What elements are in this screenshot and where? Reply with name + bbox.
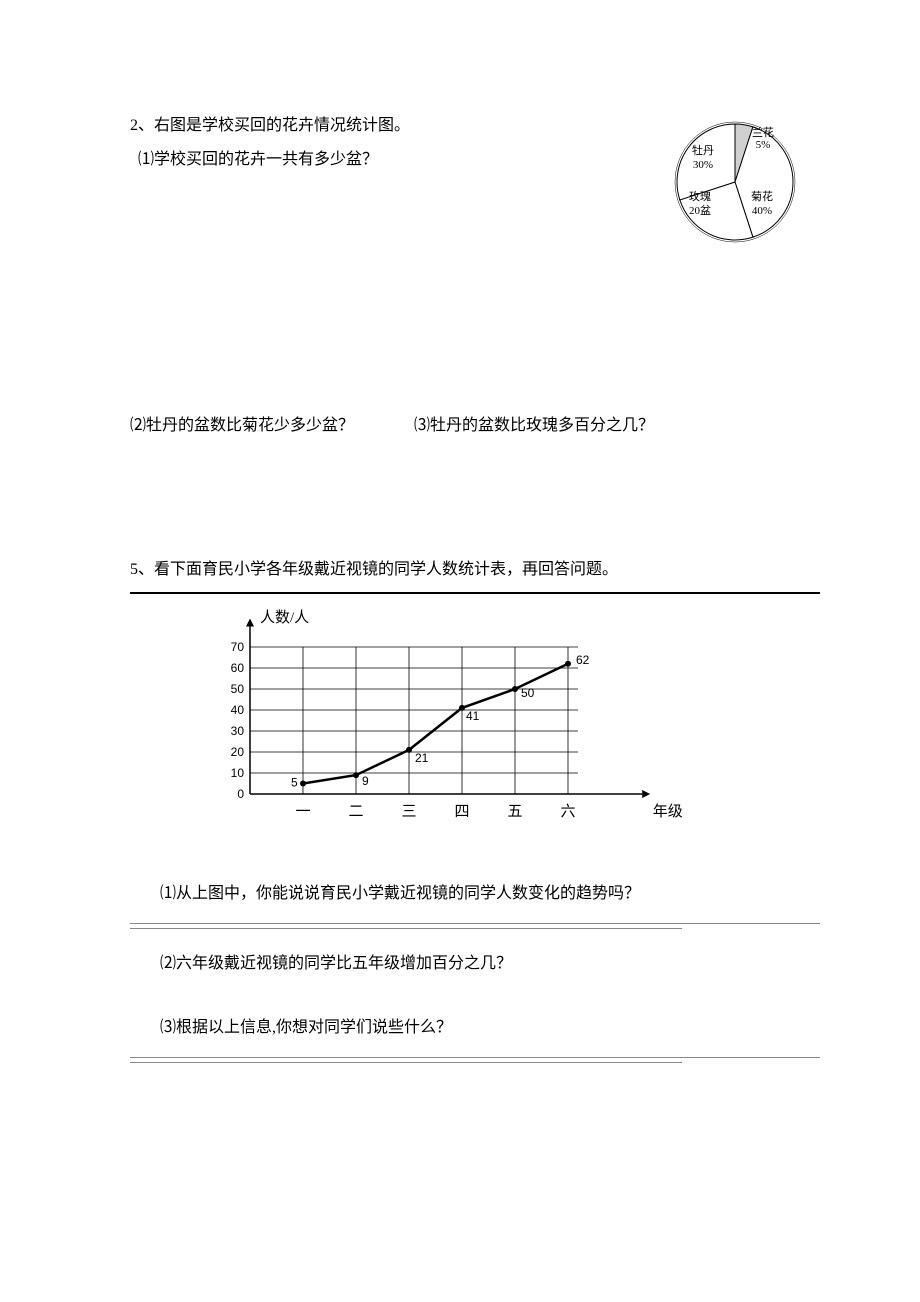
svg-text:五: 五	[507, 804, 522, 820]
svg-text:四: 四	[454, 804, 469, 820]
svg-text:70: 70	[231, 640, 245, 654]
svg-text:兰花: 兰花	[752, 126, 774, 139]
q5-sub3: ⑶根据以上信息,你想对同学们说些什么？	[160, 1013, 820, 1037]
q2-sub3: ⑶牡丹的盆数比玫瑰多百分之几？	[414, 410, 654, 442]
svg-text:30: 30	[231, 724, 245, 738]
q2-sub1: ⑴学校买回的花卉一共有多少盆？	[130, 144, 630, 176]
svg-text:0: 0	[237, 787, 244, 801]
svg-text:10: 10	[231, 766, 245, 780]
svg-text:60: 60	[231, 661, 245, 675]
svg-text:三: 三	[401, 804, 416, 820]
svg-text:牡丹: 牡丹	[692, 143, 714, 157]
pie-chart: 牡丹 30% 兰花5% 菊花 40% 玫瑰20盆	[650, 110, 820, 260]
svg-text:50: 50	[231, 682, 245, 696]
line-chart: 人数/人 0 10 20 30 40 50 60 70 一 二 三 四 五 六 年级 5 9 21 41 50 62	[190, 604, 820, 859]
question-5: 5、看下面育民小学各年级戴近视镜的同学人数统计表，再回答问题。 人数/人 0 10 2…	[130, 554, 820, 1063]
q5-sub2: ⑵六年级戴近视镜的同学比五年级增加百分之几？	[160, 949, 820, 973]
svg-text:50: 50	[521, 686, 535, 700]
svg-text:30%: 30%	[693, 159, 713, 171]
svg-text:41: 41	[466, 709, 480, 723]
svg-text:40%: 40%	[752, 205, 772, 217]
answer-line-1a	[130, 923, 820, 924]
svg-text:20盆: 20盆	[689, 203, 711, 217]
svg-text:玫瑰: 玫瑰	[689, 189, 711, 203]
q5-intro: 5、看下面育民小学各年级戴近视镜的同学人数统计表，再回答问题。	[130, 554, 820, 586]
svg-text:20: 20	[231, 745, 245, 759]
svg-text:一: 一	[295, 804, 310, 820]
svg-text:菊花: 菊花	[751, 190, 773, 203]
answer-line-3a	[130, 1057, 820, 1058]
svg-text:5: 5	[291, 776, 298, 790]
question-2: 2、右图是学校买回的花卉情况统计图。 ⑴学校买回的花卉一共有多少盆？ 牡丹 30%…	[130, 110, 820, 444]
svg-text:40: 40	[231, 703, 245, 717]
svg-text:21: 21	[415, 751, 429, 765]
q2-sub2: ⑵牡丹的盆数比菊花少多少盆？	[130, 410, 354, 442]
svg-text:人数/人: 人数/人	[260, 609, 309, 626]
svg-text:二: 二	[348, 804, 363, 820]
svg-text:5%: 5%	[756, 139, 771, 151]
q2-intro: 2、右图是学校买回的花卉情况统计图。	[130, 110, 630, 142]
answer-line-1b	[130, 928, 682, 929]
svg-text:9: 9	[362, 774, 369, 788]
q5-sub1: ⑴从上图中，你能说说育民小学戴近视镜的同学人数变化的趋势吗？	[160, 879, 820, 903]
svg-text:年级: 年级	[653, 803, 683, 820]
svg-text:62: 62	[576, 653, 590, 667]
svg-text:六: 六	[560, 803, 575, 820]
answer-line-3b	[130, 1062, 682, 1063]
